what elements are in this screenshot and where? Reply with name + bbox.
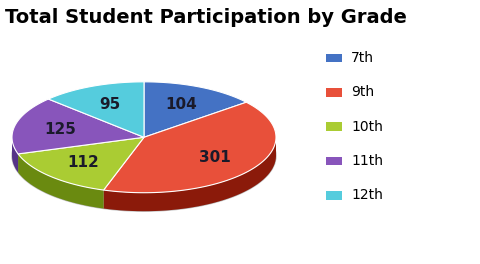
Text: 7th: 7th [351, 51, 374, 65]
Text: 301: 301 [199, 150, 231, 165]
Text: 12th: 12th [351, 188, 383, 202]
Bar [326, 88, 342, 97]
Polygon shape [18, 137, 144, 190]
Text: 95: 95 [99, 97, 121, 112]
Polygon shape [12, 138, 18, 172]
Text: 10th: 10th [351, 120, 383, 134]
Text: 112: 112 [67, 155, 99, 170]
Bar [326, 54, 342, 62]
Polygon shape [48, 82, 144, 137]
Polygon shape [144, 82, 246, 137]
Polygon shape [104, 138, 276, 211]
Text: 9th: 9th [351, 85, 374, 100]
Bar [326, 122, 342, 131]
Bar [326, 191, 342, 200]
Polygon shape [18, 154, 104, 209]
Polygon shape [12, 99, 144, 154]
Text: 104: 104 [165, 97, 197, 112]
Ellipse shape [12, 100, 276, 211]
Bar [326, 157, 342, 165]
Text: 11th: 11th [351, 154, 384, 168]
Text: 125: 125 [45, 122, 76, 137]
Polygon shape [104, 102, 276, 193]
Text: Total Student Participation by Grade: Total Student Participation by Grade [5, 8, 407, 27]
